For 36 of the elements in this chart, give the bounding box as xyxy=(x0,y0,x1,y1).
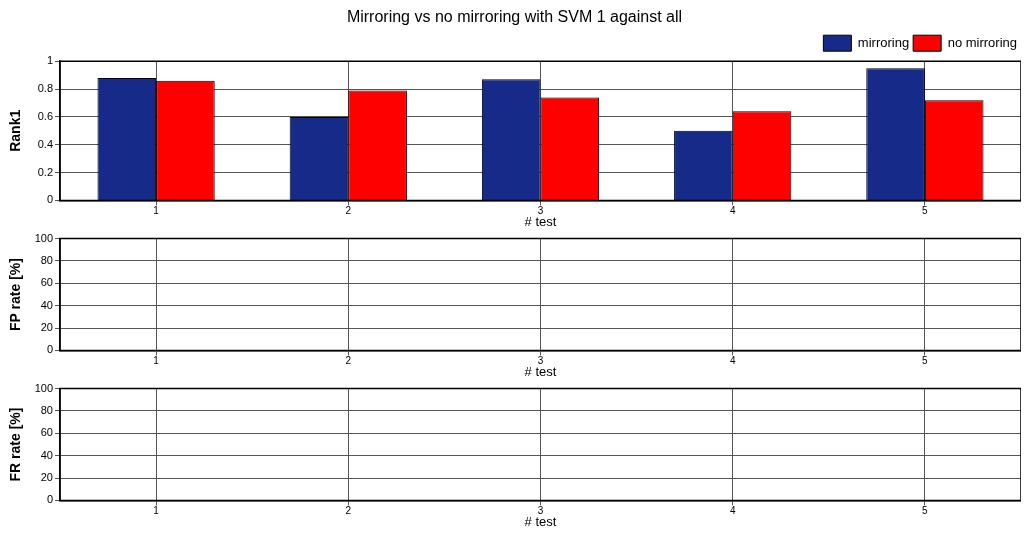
y-tick-label: 60 xyxy=(40,276,53,289)
y-tick-label: 0 xyxy=(46,343,53,356)
y-tick-label: 100 xyxy=(34,381,53,394)
chart-title: Mirroring vs no mirroring with SVM 1 against all xyxy=(346,8,683,26)
y-tick-label: 1 xyxy=(46,54,53,67)
y-tick-label: 80 xyxy=(40,253,53,266)
y-tick-label: 80 xyxy=(40,403,53,416)
y-tick-label: 0 xyxy=(46,493,53,506)
y-tick-label: 20 xyxy=(40,471,53,484)
y-tick-label: 100 xyxy=(34,231,53,244)
x-tick-label: 5 xyxy=(922,355,929,367)
y-tick-label: 0.8 xyxy=(37,82,53,95)
x-tick-label: 5 xyxy=(922,505,929,517)
y-tick-label: 0 xyxy=(46,193,53,206)
legend-label: mirroring xyxy=(857,34,910,50)
x-tick-label: 2 xyxy=(345,205,352,217)
y-tick-label: 60 xyxy=(40,426,53,439)
y-tick-label: 40 xyxy=(40,448,53,461)
y-axis-title: FR rate [%] xyxy=(7,407,24,482)
y-axis-title: FP rate [%] xyxy=(7,258,24,331)
y-tick-label: 0.4 xyxy=(37,137,53,150)
y-axis-title: Rank1 xyxy=(7,109,24,152)
x-tick-label: 2 xyxy=(345,355,352,367)
y-tick-label: 0.2 xyxy=(37,165,53,178)
legend-label: no mirroring xyxy=(947,34,1017,50)
x-tick-label: 4 xyxy=(729,505,736,517)
y-tick-label: 0.6 xyxy=(37,109,53,122)
x-tick-label: 4 xyxy=(729,355,736,367)
y-tick-label: 40 xyxy=(40,298,53,311)
x-tick-label: 2 xyxy=(345,505,352,517)
x-tick-label: 1 xyxy=(153,205,160,217)
y-tick-label: 20 xyxy=(40,321,53,334)
x-tick-label: 1 xyxy=(153,355,160,367)
x-tick-label: 5 xyxy=(922,205,929,217)
x-tick-label: 4 xyxy=(729,205,736,217)
x-tick-label: 1 xyxy=(153,505,160,517)
